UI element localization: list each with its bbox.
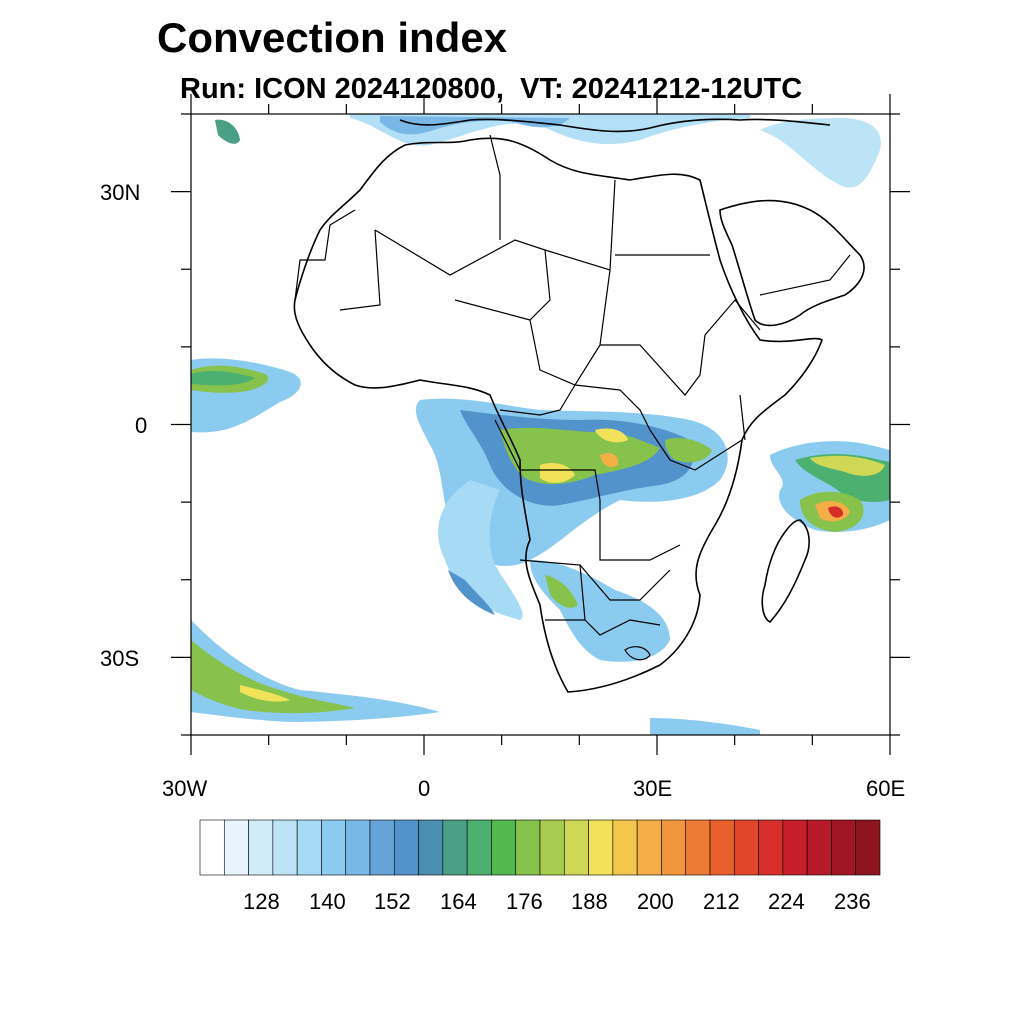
convection-area-nw-corner <box>215 119 240 144</box>
colorbar-swatch <box>345 819 371 876</box>
colorbar-swatch <box>418 819 444 876</box>
convection-area-congo-hot-2 <box>600 453 619 468</box>
border-segment-6 <box>529 249 611 386</box>
lon-label-60e: 60E <box>866 776 906 801</box>
country-borders <box>294 134 851 661</box>
colorbar-swatch <box>199 819 225 876</box>
colorbar-swatch <box>758 819 784 876</box>
colorbar-swatch <box>369 819 395 876</box>
colorbar-label: 200 <box>637 889 674 914</box>
colorbar-swatch <box>539 819 565 876</box>
border-segment-4 <box>489 134 501 240</box>
border-segment-16 <box>584 619 661 636</box>
border-segment-10 <box>499 384 576 416</box>
convection-area-east-africa <box>665 438 712 463</box>
border-segment-14 <box>519 559 586 621</box>
colorbar-swatch <box>515 819 541 876</box>
border-segment-13 <box>599 500 681 561</box>
colorbar-swatch <box>393 819 419 876</box>
colorbar-swatch <box>466 819 492 876</box>
convection-field <box>191 114 890 735</box>
map-ticks <box>171 94 910 755</box>
lat-label-30s: 30S <box>100 646 140 671</box>
colorbar-swatch <box>248 819 274 876</box>
convection-area-congo-hot-3 <box>595 428 628 443</box>
lat-label-30n: 30N <box>100 180 141 205</box>
lon-label-30w: 30W <box>162 776 208 801</box>
colorbar-swatch <box>442 819 468 876</box>
colorbar-swatch <box>733 819 759 876</box>
colorbar-label: 224 <box>768 889 805 914</box>
colorbar-swatch <box>491 819 517 876</box>
colorbar-swatch <box>296 819 322 876</box>
convection-area-cyclone-eye <box>828 506 844 518</box>
border-segment-7 <box>454 299 531 321</box>
colorbar <box>199 819 881 876</box>
border-segment-3 <box>374 179 616 276</box>
lat-label-0: 0 <box>135 413 148 438</box>
chart-title: Convection index <box>157 14 508 61</box>
colorbar-label: 212 <box>703 889 740 914</box>
colorbar-swatch <box>563 819 589 876</box>
convection-area-sw-band-core <box>191 640 355 714</box>
colorbar-label: 128 <box>243 889 280 914</box>
colorbar-label: 236 <box>834 889 871 914</box>
convection-area-southern-africa-core <box>545 575 578 608</box>
convection-area-south-strip <box>650 718 760 735</box>
convection-area-south-atlantic-core <box>448 570 495 615</box>
colorbar-swatch <box>272 819 298 876</box>
border-segment-1 <box>294 209 356 301</box>
border-segment-11 <box>494 419 601 501</box>
chart-subtitle: Run: ICON 2024120800, VT: 20241212-12UTC <box>180 73 803 105</box>
colorbar-swatch <box>223 819 249 876</box>
colorbar-label: 164 <box>440 889 477 914</box>
convection-area-atlantic-5n-mid <box>191 371 255 386</box>
colorbar-swatch <box>636 819 662 876</box>
colorbar-swatch <box>661 819 687 876</box>
colorbar-label: 188 <box>571 889 608 914</box>
border-segment-12 <box>649 429 743 471</box>
border-segment-8 <box>600 299 761 396</box>
border-segment-9 <box>574 384 651 431</box>
colorbar-swatch <box>831 819 857 876</box>
colorbar-swatch <box>588 819 614 876</box>
colorbar-label: 140 <box>309 889 346 914</box>
colorbar-label: 176 <box>506 889 543 914</box>
convection-area-southern-africa <box>530 560 670 662</box>
colorbar-swatch <box>709 819 735 876</box>
madagascar-coastline <box>761 519 810 623</box>
lon-label-30e: 30E <box>633 776 673 801</box>
border-segment-19 <box>759 254 851 296</box>
colorbar-swatch <box>782 819 808 876</box>
colorbar-swatch <box>321 819 347 876</box>
border-segment-17 <box>624 646 651 661</box>
border-segment-2 <box>339 229 381 311</box>
convection-area-mideast <box>760 118 881 188</box>
border-segment-18 <box>739 394 746 441</box>
colorbar-label: 152 <box>374 889 411 914</box>
convection-area-sw-band-hot <box>240 685 290 702</box>
arabian-peninsula-coastline <box>719 199 865 327</box>
convection-area-congo-hot-1 <box>540 463 575 483</box>
colorbar-swatch <box>855 819 881 876</box>
mediterranean-north-shore <box>399 118 831 133</box>
lon-label-0: 0 <box>418 776 431 801</box>
convection-area-indian-ocean-yellow <box>810 455 885 476</box>
border-segment-15 <box>579 564 671 601</box>
colorbar-swatch <box>685 819 711 876</box>
colorbar-swatch <box>806 819 832 876</box>
colorbar-swatch <box>612 819 638 876</box>
